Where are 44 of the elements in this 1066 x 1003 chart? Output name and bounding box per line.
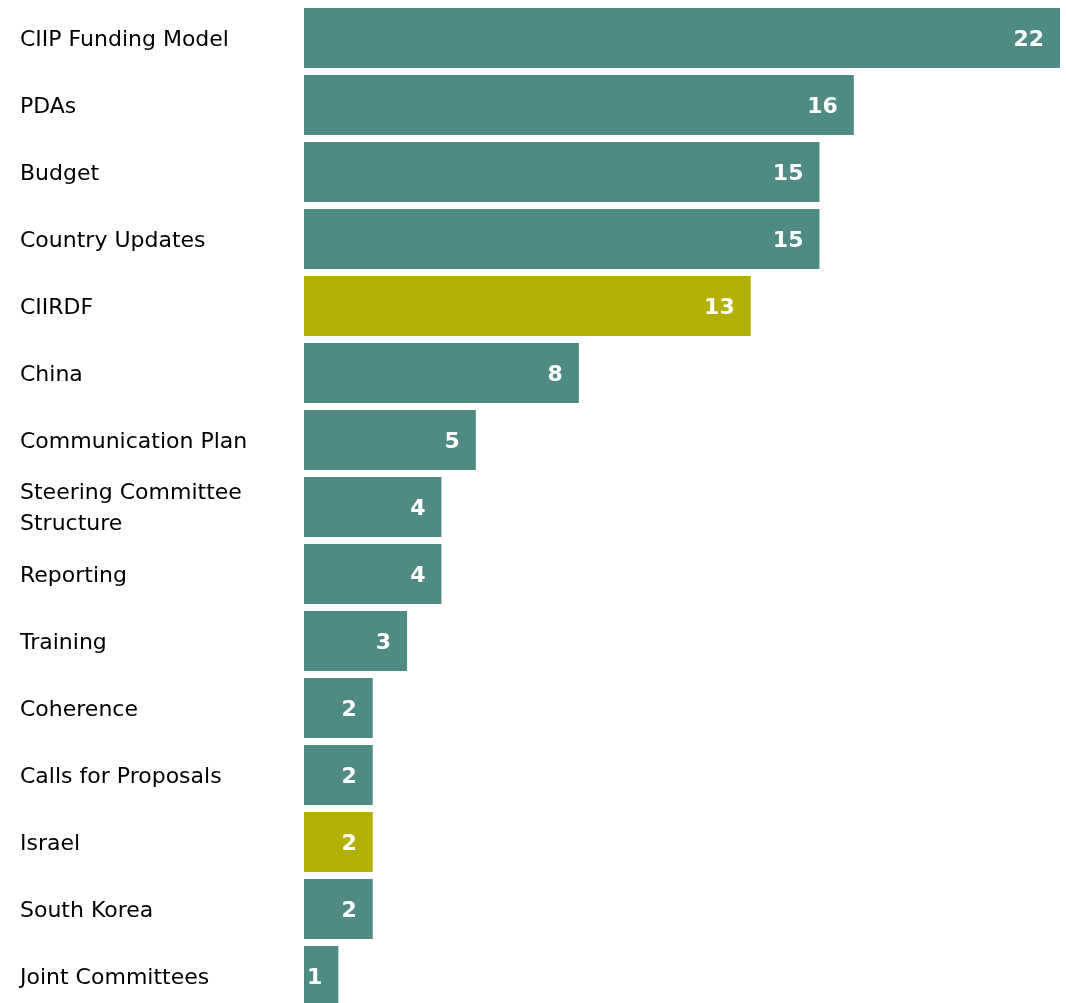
bar: [304, 142, 820, 202]
y-tick-label: CIIP Funding Model: [20, 25, 229, 51]
data-label: 2: [341, 829, 357, 855]
y-tick-label: Israel: [20, 829, 81, 855]
bar: [304, 879, 373, 939]
data-label: 4: [410, 494, 426, 520]
data-label: 15: [772, 159, 804, 185]
data-label: 5: [444, 427, 460, 453]
data-label: 2: [341, 896, 357, 922]
y-tick-label: Training: [19, 628, 107, 654]
bar: [304, 343, 579, 403]
bar: [304, 75, 854, 135]
bar: [304, 611, 408, 671]
data-label: 8: [547, 360, 563, 386]
data-label: 3: [375, 628, 392, 654]
bar: [304, 745, 373, 805]
bar: [304, 544, 442, 604]
data-label: 1: [307, 963, 323, 989]
data-label: 22: [1013, 25, 1044, 51]
y-tick-label: Communication Plan: [20, 427, 248, 453]
y-tick-label: Reporting: [20, 561, 127, 587]
data-label: 16: [807, 92, 838, 118]
y-tick-label: CIIRDF: [20, 293, 94, 319]
data-label: 15: [772, 226, 804, 252]
bar: [304, 209, 820, 269]
bar: [304, 410, 476, 470]
bar: [304, 678, 373, 738]
data-label: 2: [341, 695, 357, 721]
bar: [304, 477, 442, 537]
data-label: 13: [704, 293, 735, 319]
bar: [304, 8, 1060, 68]
y-tick-label: China: [20, 360, 83, 386]
y-tick-label: Budget: [20, 159, 100, 185]
y-tick-label: Country Updates: [20, 226, 206, 252]
y-tick-label: PDAs: [20, 92, 77, 118]
y-tick-label: Coherence: [20, 695, 138, 721]
y-tick-label: Steering Committee Structure: [20, 479, 242, 536]
y-tick-label: South Korea: [20, 896, 154, 922]
y-tick-label: Calls for Proposals: [20, 762, 222, 788]
data-label: 4: [410, 561, 426, 587]
data-label: 2: [341, 762, 357, 788]
bar: [304, 276, 751, 336]
bar: [304, 812, 373, 872]
y-tick-label: Joint Committees: [18, 963, 210, 989]
